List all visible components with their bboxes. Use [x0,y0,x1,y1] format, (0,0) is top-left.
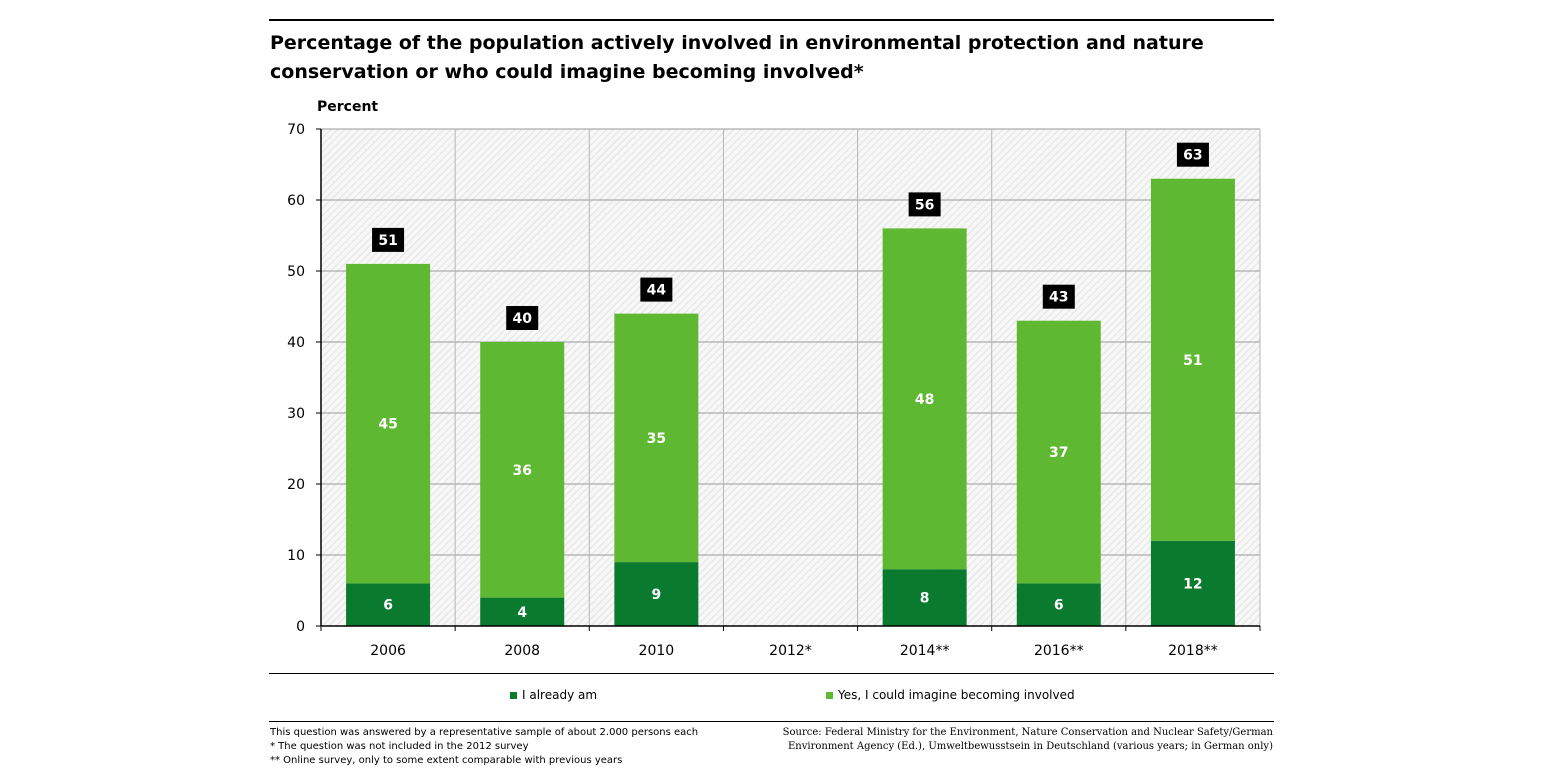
bar-value-label: 4 [517,605,527,621]
x-tick-label: 2016** [1034,643,1084,659]
top-rule [269,19,1274,21]
bar-could-imagine [1016,320,1101,584]
legend-top-rule [269,673,1274,674]
bar-already [1150,540,1235,626]
x-tick-label: 2008 [504,643,540,659]
note-online: ** Online survey, only to some extent co… [270,755,623,766]
note-sample: This question was answered by a represen… [270,727,699,738]
legend-item-already: I already am [510,688,597,702]
y-tick-label: 60 [287,193,305,209]
bar-already [1016,583,1101,626]
bar-value-label: 35 [647,431,666,447]
bar-value-label: 36 [512,463,531,479]
total-box [506,306,539,330]
legend-item-could-imagine: Yes, I could imagine becoming involved [826,688,1075,702]
legend-swatch-light-green [826,691,833,699]
y-tick-label: 10 [287,548,305,564]
y-axis-label: Percent [317,99,379,115]
x-tick-label: 2006 [370,643,406,659]
bar-already [882,569,967,626]
source-note: Source: Federal Ministry for the Environ… [783,726,1273,754]
bar-value-label: 9 [651,587,661,603]
bar-could-imagine [882,228,967,570]
bar-value-label: 8 [920,591,930,607]
bar-value-label: 12 [1183,576,1202,592]
x-tick-label: 2010 [639,643,675,659]
bar-value-label: 37 [1049,445,1068,461]
y-tick-label: 0 [296,619,305,635]
bar-value-label: 6 [1054,598,1064,614]
bar-value-label: 6 [383,598,393,614]
legend-label: I already am [522,688,598,702]
total-label: 43 [1049,290,1068,306]
x-tick-label: 2012* [769,643,812,659]
chart-title: Percentage of the population actively in… [270,32,1204,83]
bar-could-imagine [480,342,565,598]
bar-already [614,562,699,626]
y-tick-label: 20 [287,477,305,493]
total-label: 44 [647,283,667,299]
y-tick-label: 40 [287,335,305,351]
legend-swatch-dark-green [510,691,517,699]
total-box [1042,284,1075,309]
bar-value-label: 45 [378,417,397,433]
bar-could-imagine [346,263,431,584]
bar-already [346,583,431,626]
y-tick-label: 30 [287,406,305,422]
legend-label: Yes, I could imagine becoming involved [838,688,1075,702]
bar-could-imagine [614,313,699,563]
x-tick-label: 2018** [1168,643,1218,659]
total-box [372,227,405,252]
footer-rule [269,721,1274,722]
total-box [908,192,941,217]
y-tick-label: 50 [287,264,305,280]
total-label: 40 [512,311,532,327]
bar-already [480,597,565,626]
plot-area [321,129,1260,626]
bar-value-label: 51 [1183,353,1202,369]
bar-could-imagine [1150,178,1235,541]
y-tick-label: 70 [287,122,305,138]
total-label: 63 [1183,148,1202,164]
total-label: 56 [915,197,934,213]
x-tick-label: 2014** [900,643,950,659]
total-box [1176,142,1209,167]
total-box [640,277,673,302]
bar-value-label: 48 [915,392,934,408]
total-label: 51 [378,233,397,249]
source-line-1: Source: Federal Ministry for the Environ… [782,727,1273,738]
note-2012: * The question was not included in the 2… [270,741,529,752]
source-line-2: Environment Agency (Ed.), Umweltbewussts… [788,741,1273,752]
